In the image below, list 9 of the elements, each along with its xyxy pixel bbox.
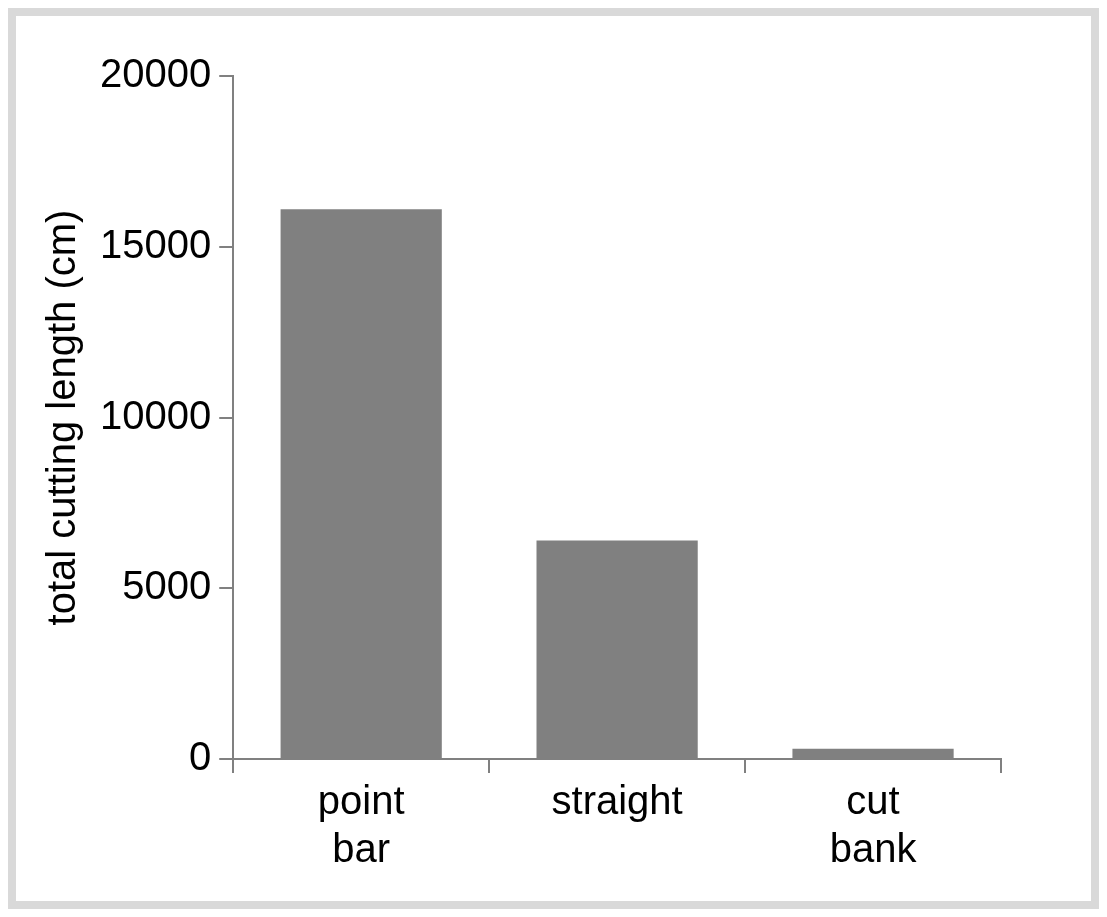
x-tick-label: straight <box>551 778 683 823</box>
y-tick-label: 20000 <box>100 51 212 96</box>
y-tick-label: 0 <box>188 734 212 779</box>
y-axis-title: total cutting length (cm) <box>39 209 84 626</box>
y-tick-label: 5000 <box>122 563 212 608</box>
x-tick-label: cut bank <box>829 778 918 871</box>
y-tick-label: 10000 <box>100 392 212 437</box>
x-tick-label: point bar <box>317 778 405 871</box>
y-tick-label: 15000 <box>100 221 212 266</box>
